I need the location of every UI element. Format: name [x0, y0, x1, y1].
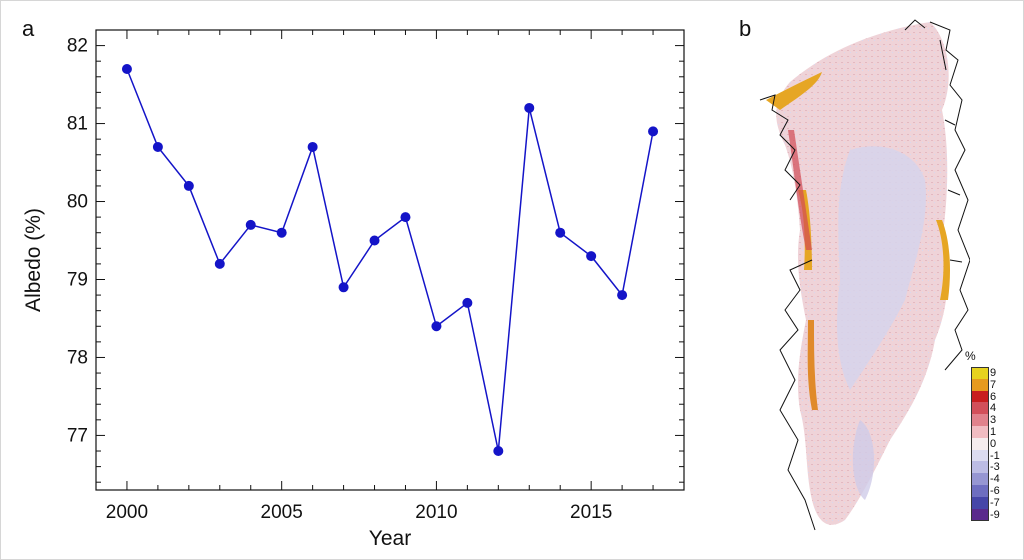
data-point: [617, 290, 628, 301]
x-tick-label: 2010: [415, 502, 457, 523]
data-point: [307, 141, 318, 152]
data-point: [369, 235, 380, 246]
y-tick-label: 77: [67, 425, 88, 446]
data-point: [648, 126, 659, 137]
colorbar-swatch: [971, 402, 989, 415]
colorbar-label: 1: [990, 426, 997, 438]
y-axis-label: Albedo (%): [22, 208, 45, 312]
colorbar-label: 7: [990, 378, 997, 391]
panel-label-a: a: [22, 16, 35, 41]
colorbar-swatch: [971, 390, 989, 403]
data-point: [214, 258, 225, 269]
data-point: [586, 251, 597, 262]
data-point: [555, 227, 566, 238]
albedo-line-chart: 2000 2005 2010 2015 77 78 79 80 81 82 Year Albedo (…: [22, 29, 685, 550]
colorbar-swatch: [971, 449, 989, 462]
colorbar-label: -6: [990, 485, 1000, 497]
y-tick-label: 78: [67, 347, 88, 368]
data-point: [493, 446, 504, 457]
y-tick-label: 80: [67, 192, 88, 213]
data-point: [431, 321, 442, 332]
colorbar-label: -3: [990, 461, 1000, 474]
data-point: [245, 219, 256, 230]
colorbar-label: -7: [990, 496, 1000, 509]
colorbar-swatch: [971, 426, 989, 438]
data-point: [338, 282, 349, 293]
colorbar-swatch: [971, 378, 989, 391]
y-tick-label: 81: [67, 114, 88, 135]
colorbar-unit: %: [965, 349, 976, 363]
colorbar-label: 4: [990, 402, 997, 415]
colorbar-swatch: [971, 461, 989, 474]
interior-negative-region: [837, 146, 926, 390]
panel-label-b: b: [739, 16, 752, 41]
data-point: [121, 63, 132, 74]
colorbar-label: 0: [990, 437, 997, 450]
colorbar-swatch: [971, 473, 989, 485]
data-point: [462, 297, 473, 308]
colorbar-label: -4: [990, 473, 1000, 486]
y-tick-label: 79: [67, 269, 88, 290]
data-point: [400, 212, 411, 223]
colorbar-swatch: [971, 367, 989, 380]
albedo-series-line: [126, 68, 654, 452]
colorbar-swatch: [971, 437, 989, 450]
x-axis-label: Year: [369, 527, 411, 550]
colorbar-swatch: [971, 414, 989, 426]
colorbar-label: -9: [990, 508, 1000, 521]
colorbar-label: 9: [990, 367, 997, 379]
data-point: [152, 141, 163, 152]
margin-positive-nw: [766, 72, 822, 110]
colorbar-swatch: [971, 485, 989, 497]
x-tick-label: 2000: [106, 502, 148, 523]
x-tick-label: 2015: [570, 502, 612, 523]
greenland-albedo-map: [759, 19, 970, 531]
colorbar-swatch: [971, 496, 989, 509]
colorbar-label: 6: [990, 390, 997, 403]
colorbar-label: -1: [990, 449, 1000, 462]
data-point: [276, 227, 287, 238]
y-tick-label: 82: [67, 36, 88, 57]
data-point: [183, 180, 194, 191]
plot-frame: [95, 29, 685, 491]
colorbar-swatch: [971, 508, 989, 522]
colorbar-label: 3: [990, 414, 997, 427]
data-point: [524, 102, 535, 113]
coastline: [759, 21, 970, 531]
x-tick-label: 2005: [261, 502, 303, 523]
